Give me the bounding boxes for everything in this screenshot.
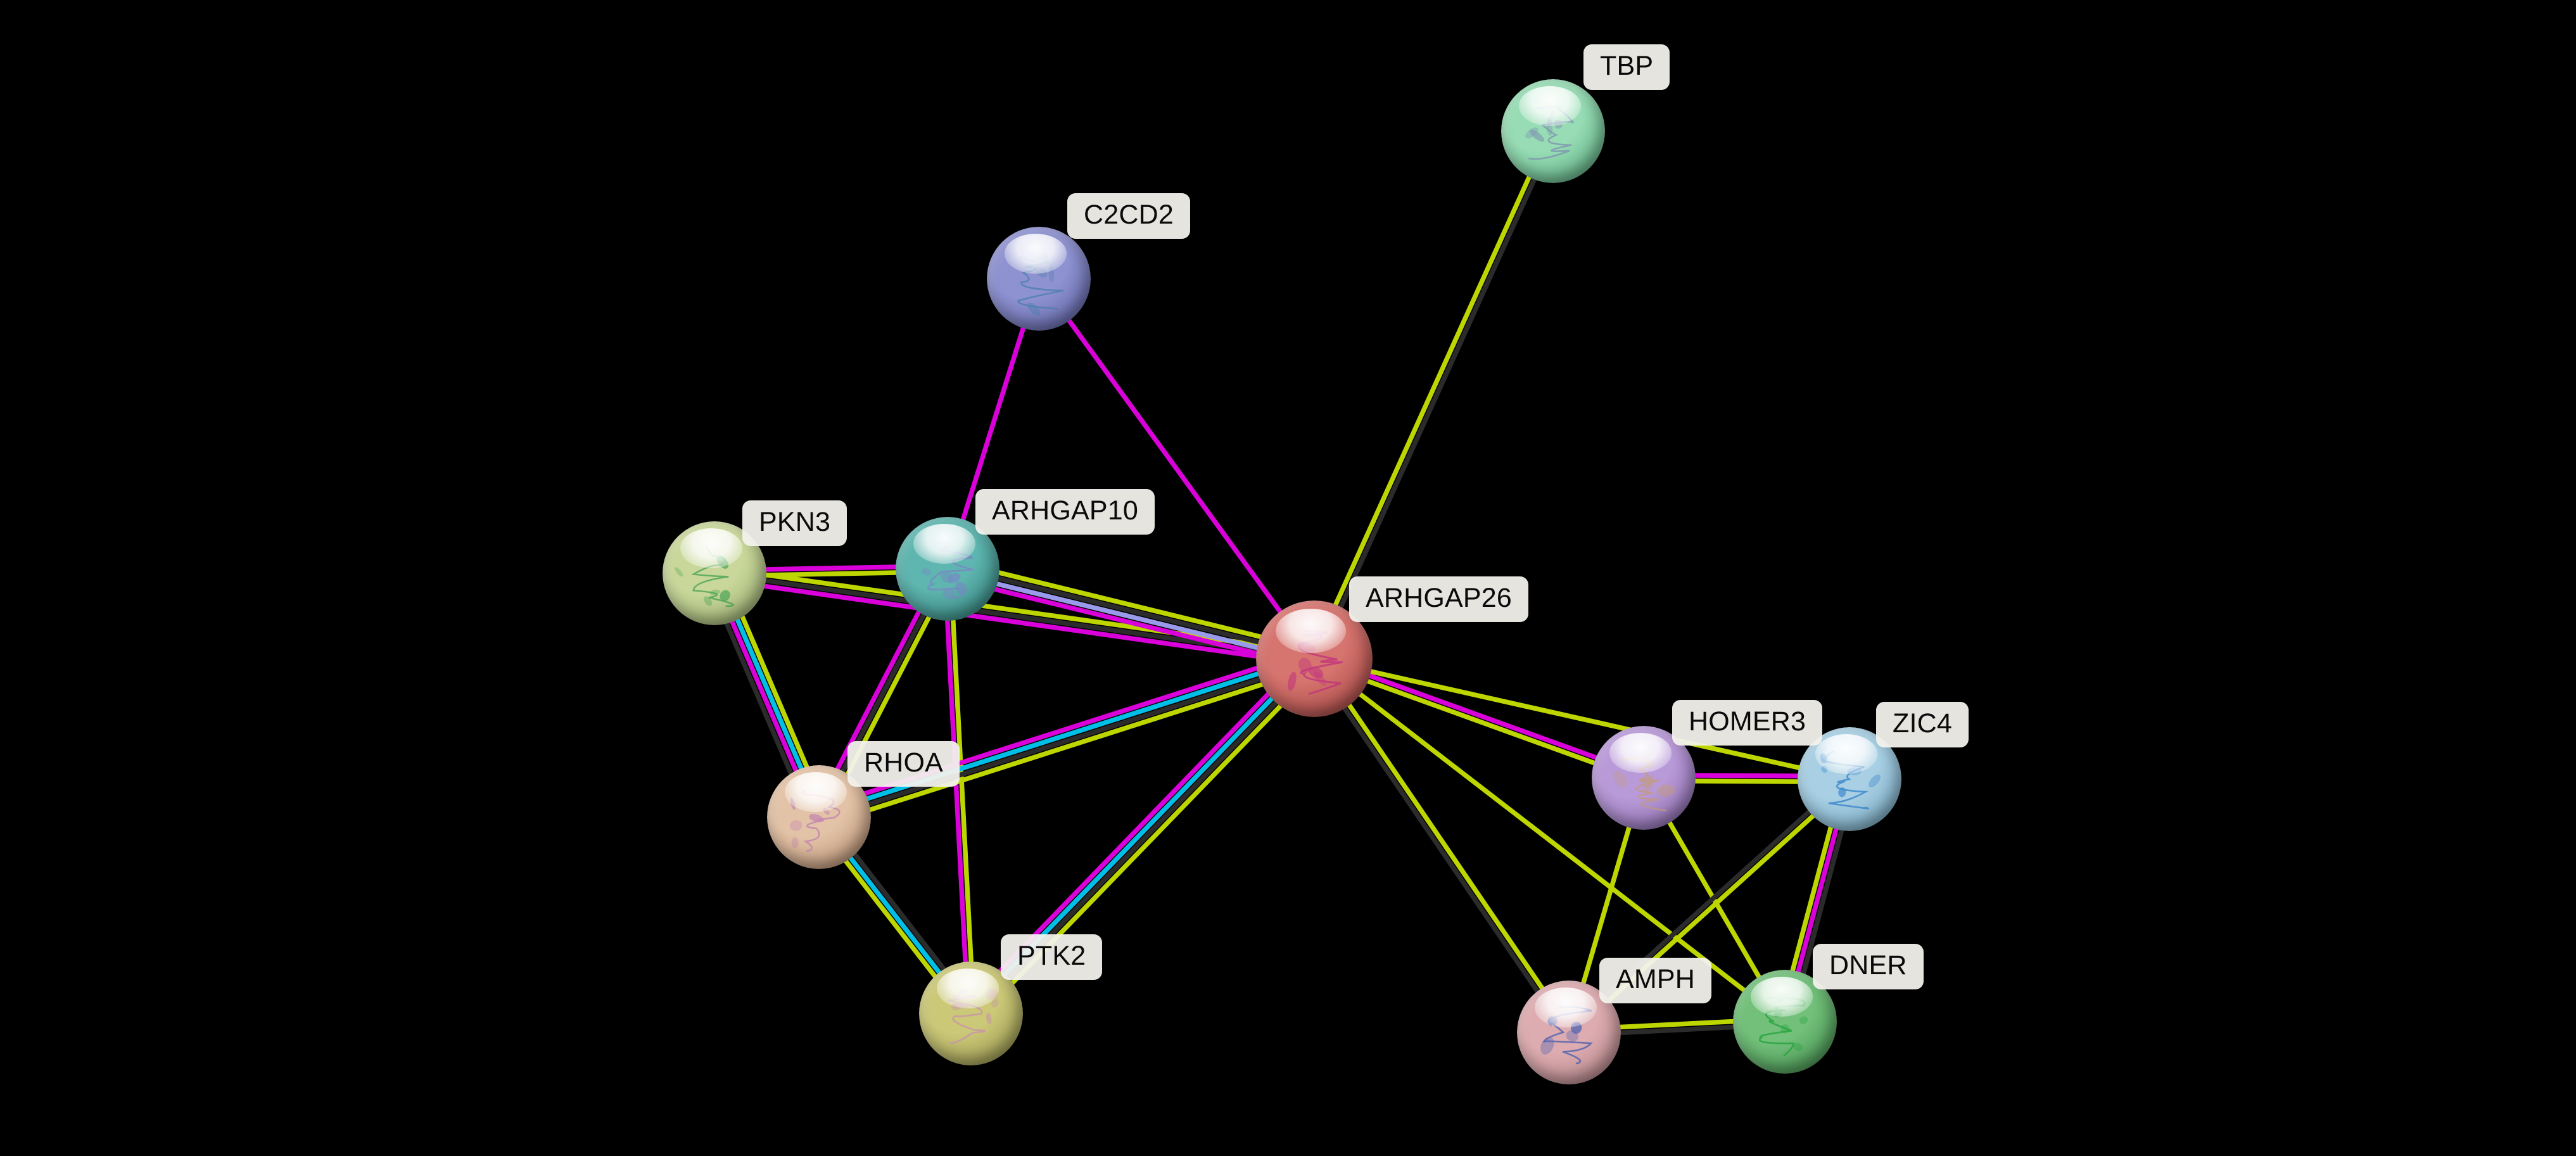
node-sphere [1501,79,1605,183]
edge-strand [819,659,1316,822]
edge-tbp-arhgap26[interactable] [1309,129,1558,661]
edge-strand [944,575,1313,670]
edge-strand [948,563,1316,659]
node-sphere [987,227,1091,331]
node-label-homer3[interactable]: HOMER3 [1672,700,1823,746]
edge-strand [820,664,1318,828]
edge-strand [1310,659,1569,1036]
edge-arhgap10-arhgap26[interactable] [944,558,1317,670]
edge-arhgap10-ptk2[interactable] [942,568,977,1014]
edge-strand [949,558,1317,653]
edge-arhgap26-zic4[interactable] [1314,656,1850,782]
edge-strand [713,576,1314,667]
edge-c2cd2-arhgap26[interactable] [1036,277,1317,661]
node-label-zic4[interactable]: ZIC4 [1876,702,1969,747]
node-label-rhoa[interactable]: RHOA [847,741,960,787]
node-label-tbp[interactable]: TBP [1583,44,1670,90]
node-label-c2cd2[interactable]: C2CD2 [1067,193,1190,239]
edge-strand [1036,277,1317,661]
edge-strand [948,568,977,1013]
protein-node-c2cd2[interactable] [987,227,1091,331]
edge-strand [1314,656,1850,782]
edge-arhgap26-amph[interactable] [1310,656,1573,1036]
edge-strand [1314,654,1646,778]
node-label-arhgap10[interactable]: ARHGAP10 [975,489,1155,535]
edge-strand [1309,129,1553,659]
node-label-amph[interactable]: AMPH [1599,958,1712,1003]
edge-strand [942,569,971,1014]
edge-strand [946,569,1314,664]
node-label-dner[interactable]: DNER [1813,944,1924,989]
edge-strand [1314,131,1558,661]
node-label-ptk2[interactable]: PTK2 [1001,934,1103,980]
protein-node-tbp[interactable] [1501,79,1605,183]
edge-strand [1314,656,1573,1032]
node-label-pkn3[interactable]: PKN3 [742,500,847,546]
edge-arhgap26-rhoa[interactable] [815,648,1318,828]
edge-strand [817,654,1314,817]
node-label-arhgap26[interactable]: ARHGAP26 [1349,576,1529,622]
edge-strand [1312,659,1644,783]
edge-arhgap26-homer3[interactable] [1312,654,1646,783]
